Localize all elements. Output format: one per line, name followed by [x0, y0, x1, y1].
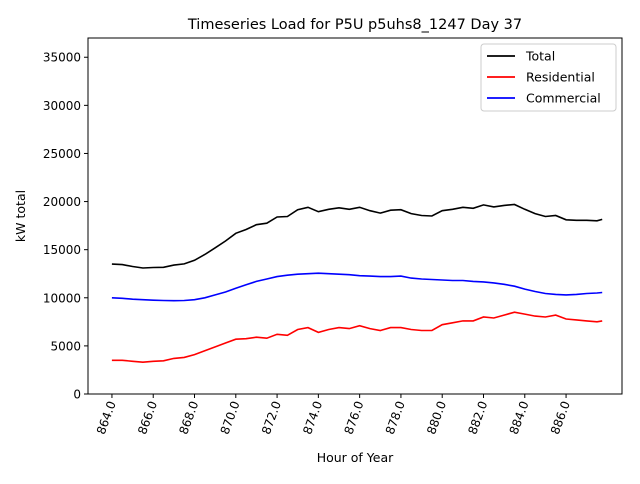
- y-tick-label: 5000: [50, 339, 81, 353]
- legend-label: Residential: [526, 70, 595, 85]
- x-tick-label: 868.0: [176, 399, 201, 436]
- y-tick-label: 35000: [43, 51, 81, 65]
- x-tick-label: 866.0: [135, 399, 160, 436]
- x-tick-label: 864.0: [94, 399, 119, 436]
- x-tick-label: 878.0: [383, 399, 408, 436]
- x-tick-label: 886.0: [548, 399, 573, 436]
- legend-label: Total: [525, 49, 555, 64]
- x-tick-label: 872.0: [259, 399, 284, 436]
- series-line-total: [111, 203, 603, 269]
- x-tick-label: 876.0: [342, 399, 367, 436]
- x-tick-label: 880.0: [424, 399, 449, 436]
- y-tick-label: 20000: [43, 195, 81, 209]
- y-axis-label: kW total: [13, 190, 28, 242]
- y-tick-label: 15000: [43, 243, 81, 257]
- x-axis-label: Hour of Year: [317, 450, 394, 465]
- chart-title: Timeseries Load for P5U p5uhs8_1247 Day …: [187, 17, 522, 33]
- plot-frame: [87, 37, 623, 395]
- x-tick-label: 884.0: [507, 399, 532, 436]
- x-tick-label: 882.0: [465, 399, 490, 436]
- legend-box: [480, 43, 617, 112]
- x-tick-label: 870.0: [218, 399, 243, 436]
- legend: Total Residential Commercial: [480, 43, 617, 112]
- y-tick-label: 30000: [43, 99, 81, 113]
- y-tick-label: 10000: [43, 291, 81, 305]
- series-line-residential: [111, 311, 603, 364]
- y-tick-label: 0: [73, 388, 81, 402]
- x-tick-label: 874.0: [300, 399, 325, 436]
- legend-label: Commercial: [526, 91, 601, 106]
- y-tick-label: 25000: [43, 147, 81, 161]
- series-line-commercial: [111, 272, 603, 302]
